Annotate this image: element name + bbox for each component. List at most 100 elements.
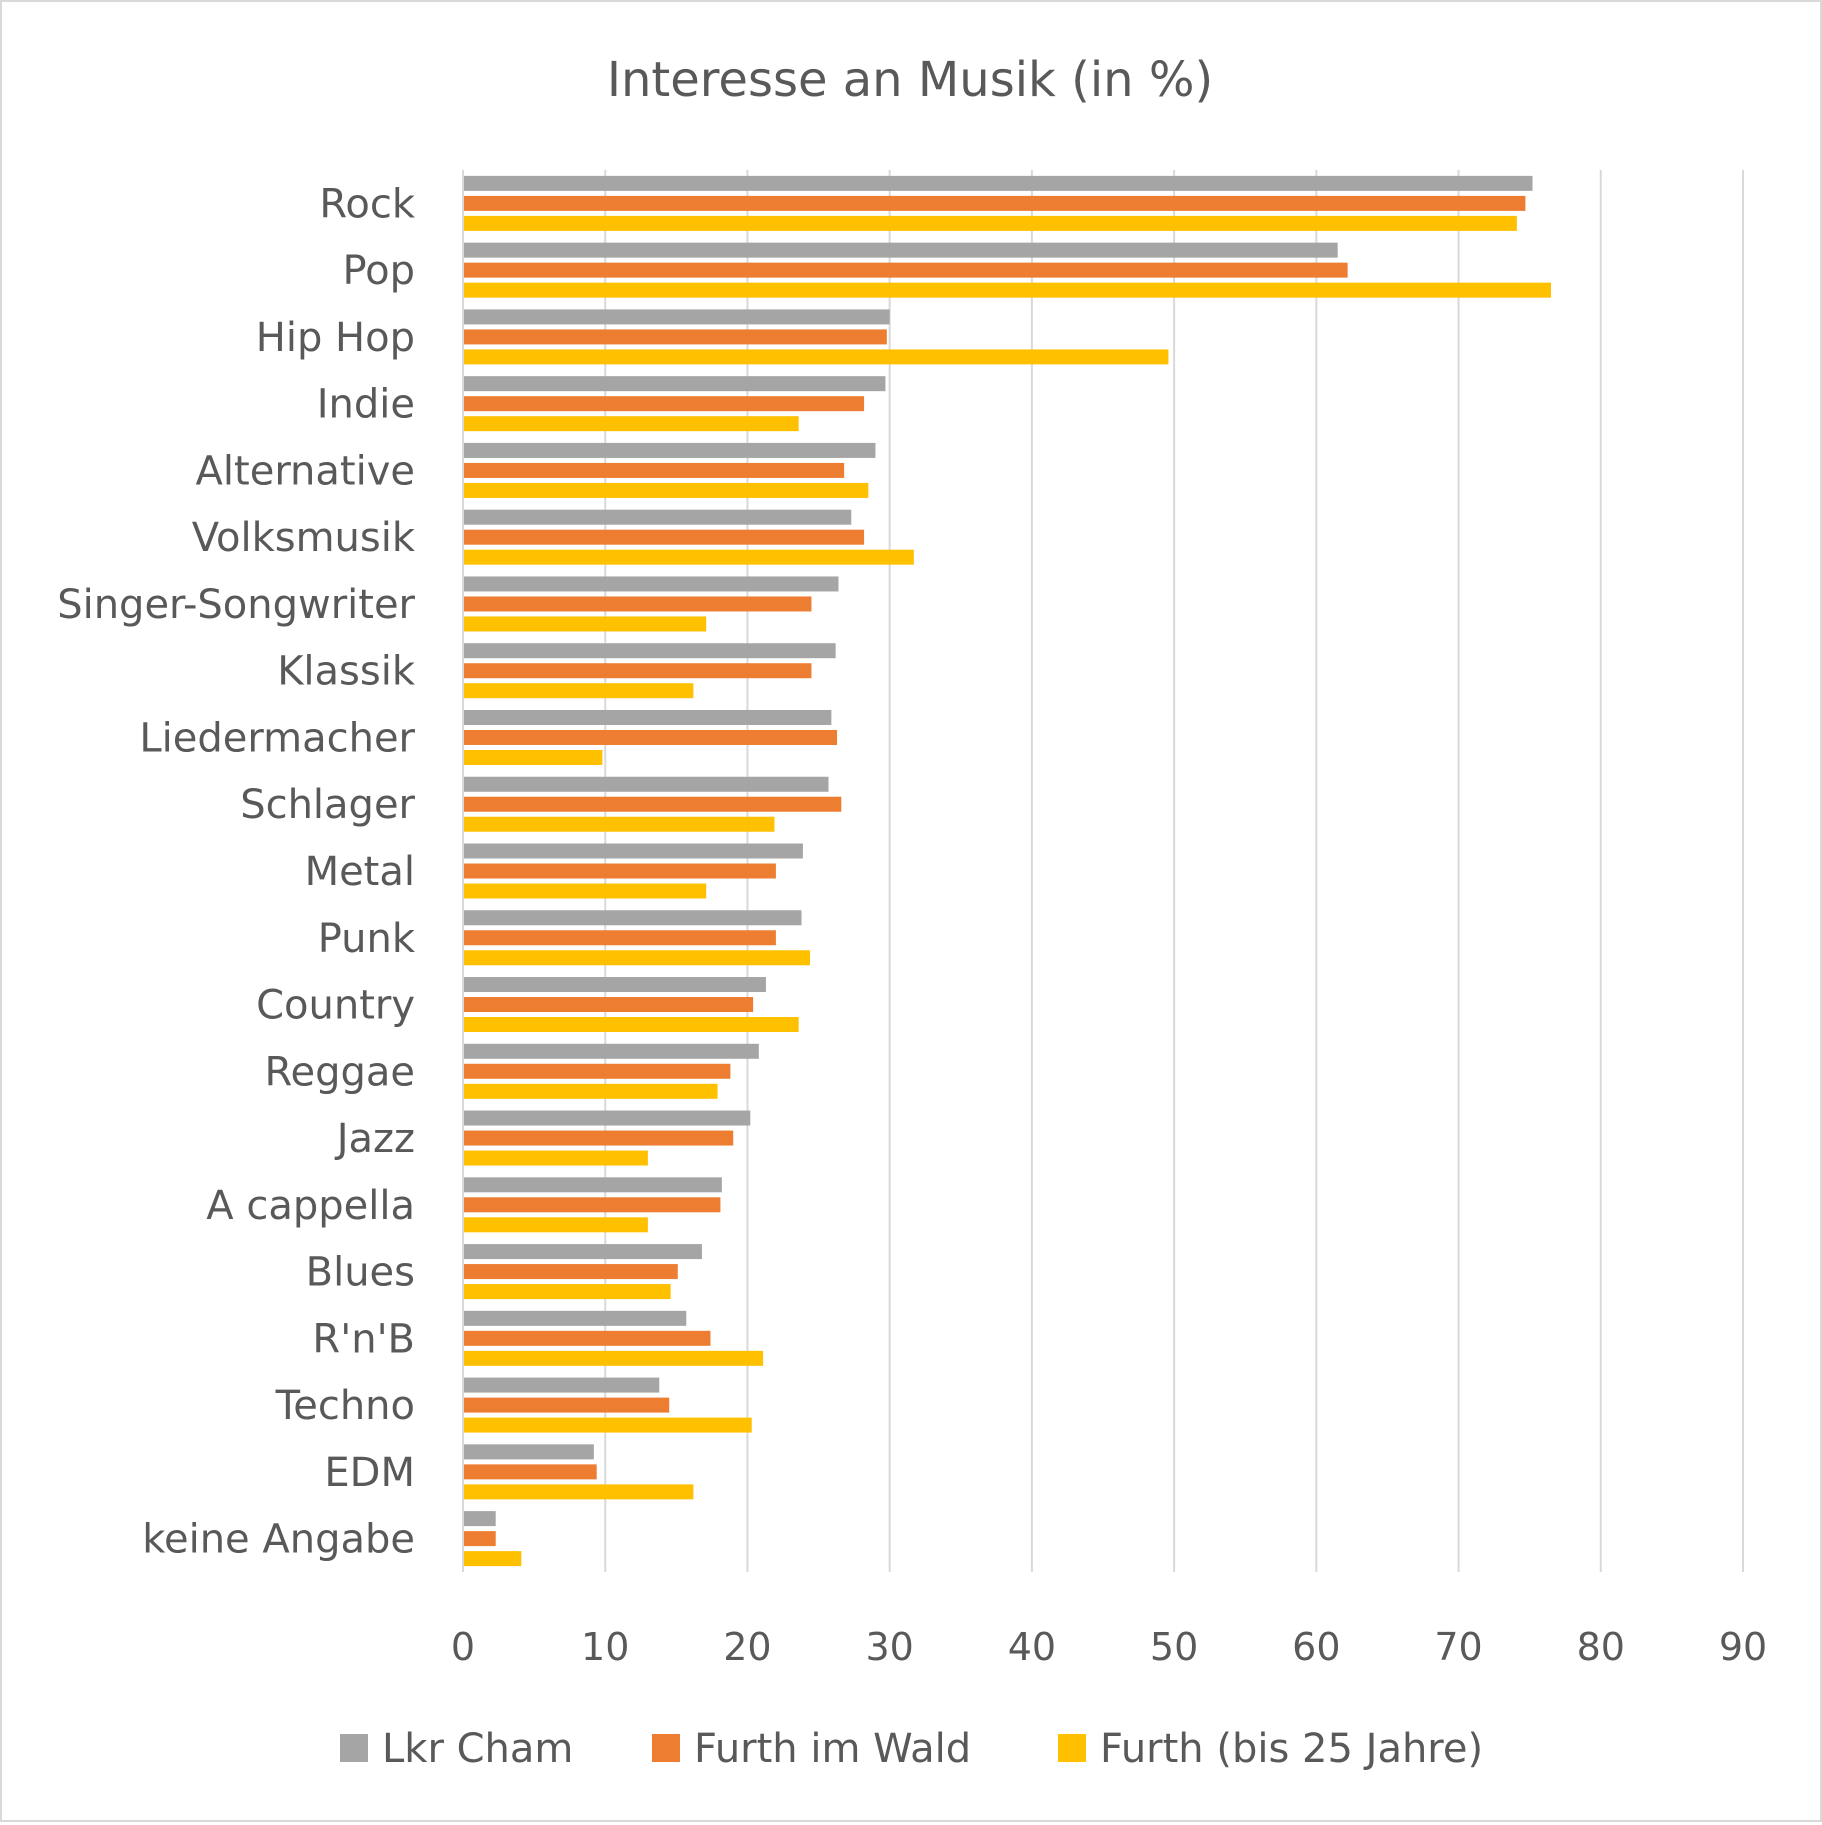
category-label: EDM	[324, 1450, 415, 1496]
legend-label: Furth im Wald	[694, 1726, 971, 1772]
chart-title: Interesse an Musik (in %)	[607, 52, 1213, 108]
category-label: Metal	[305, 849, 415, 895]
x-tick-label: 30	[865, 1625, 913, 1669]
bar	[463, 1531, 496, 1547]
bar	[463, 282, 1551, 298]
bar	[463, 1484, 694, 1500]
category-label: R'n'B	[312, 1316, 415, 1362]
bar	[463, 1377, 660, 1393]
bar	[463, 1444, 594, 1460]
category-label: Indie	[317, 382, 415, 428]
bar	[463, 776, 829, 792]
bar	[463, 1264, 678, 1280]
category-label: Alternative	[196, 448, 415, 494]
bar	[463, 576, 839, 592]
bar	[463, 175, 1533, 191]
bar	[463, 616, 707, 632]
bar	[463, 749, 603, 765]
bar	[463, 863, 776, 879]
x-tick-label: 70	[1434, 1625, 1482, 1669]
bar	[463, 1150, 648, 1166]
category-label: Volksmusik	[192, 515, 416, 561]
x-tick-label: 60	[1292, 1625, 1340, 1669]
bar	[463, 883, 707, 899]
bar	[463, 242, 1338, 258]
bar	[463, 816, 775, 832]
bar	[463, 663, 812, 679]
bar	[463, 1063, 731, 1079]
bar	[463, 1350, 764, 1366]
bar	[463, 376, 886, 392]
bar	[463, 709, 832, 725]
bar	[463, 1244, 702, 1260]
x-tick-label: 80	[1577, 1625, 1625, 1669]
bar	[463, 509, 852, 525]
bar	[463, 262, 1348, 278]
bar	[463, 683, 694, 699]
x-tick-label: 40	[1008, 1625, 1056, 1669]
category-label: keine Angabe	[142, 1517, 415, 1563]
bar	[463, 1551, 522, 1567]
x-tick-label: 90	[1719, 1625, 1767, 1669]
bar	[463, 950, 811, 966]
bar	[463, 1130, 734, 1146]
bar	[463, 1177, 722, 1193]
category-label: Rock	[319, 181, 415, 227]
legend: Lkr Cham Furth im Wald Furth (bis 25 Jahre…	[340, 1726, 1483, 1772]
bar	[463, 1197, 721, 1213]
bar	[463, 1310, 687, 1326]
x-tick-label: 20	[723, 1625, 771, 1669]
category-label: A cappella	[206, 1183, 415, 1229]
bar	[463, 910, 802, 926]
bar	[463, 1330, 711, 1346]
legend-swatch	[652, 1734, 680, 1762]
bar	[463, 1083, 718, 1099]
bar	[463, 1217, 648, 1233]
bar	[463, 442, 876, 458]
category-label: Blues	[306, 1250, 415, 1296]
bar	[463, 596, 812, 612]
bars	[463, 175, 1551, 1567]
bar	[463, 349, 1169, 365]
bar	[463, 215, 1517, 231]
bar	[463, 930, 776, 946]
bar	[463, 843, 803, 859]
bar	[463, 796, 842, 812]
bar	[463, 1464, 597, 1480]
bar	[463, 997, 754, 1013]
bar	[463, 1017, 799, 1033]
bar	[463, 482, 869, 498]
bar	[463, 643, 836, 659]
category-label: Singer-Songwriter	[57, 582, 415, 628]
legend-label: Furth (bis 25 Jahre)	[1100, 1726, 1483, 1772]
bar	[463, 195, 1526, 211]
bar	[463, 977, 766, 993]
bar	[463, 1397, 670, 1413]
bar	[463, 1284, 671, 1300]
bar	[463, 309, 890, 325]
bar	[463, 1417, 752, 1433]
tick-labels: 0 10 20 30 40 50 60 70 80 90	[451, 1625, 1767, 1669]
bar	[463, 396, 865, 412]
category-label: Techno	[275, 1383, 415, 1429]
bar	[463, 1110, 751, 1126]
category-label: Jazz	[334, 1116, 415, 1162]
category-label: Punk	[318, 916, 416, 962]
category-label: Pop	[342, 248, 415, 294]
x-tick-label: 50	[1150, 1625, 1198, 1669]
category-label: Country	[256, 983, 415, 1029]
bar	[463, 1511, 496, 1527]
category-label: Reggae	[264, 1049, 415, 1095]
legend-label: Lkr Cham	[382, 1726, 573, 1772]
category-label: Schlager	[240, 782, 415, 828]
category-label: Liedermacher	[139, 715, 415, 761]
legend-swatch	[340, 1734, 368, 1762]
category-label: Klassik	[277, 649, 416, 695]
bar	[463, 729, 838, 745]
bar	[463, 529, 865, 545]
bar	[463, 416, 799, 432]
x-tick-label: 0	[451, 1625, 475, 1669]
x-tick-label: 10	[581, 1625, 629, 1669]
